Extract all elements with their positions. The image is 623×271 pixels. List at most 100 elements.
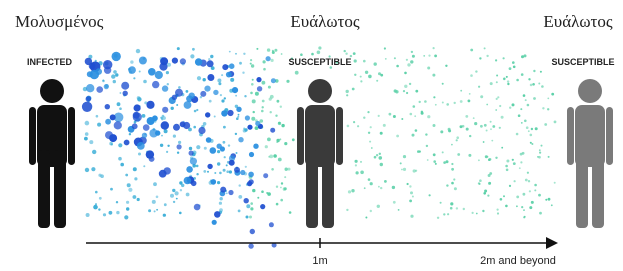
droplet [97,123,101,127]
droplet [269,98,272,101]
droplet [102,80,105,83]
droplet [503,195,505,197]
droplet [278,158,282,162]
droplet [533,97,536,100]
droplet [217,79,221,83]
droplet [236,107,241,112]
droplet [203,170,206,173]
droplet [425,133,427,135]
droplet [261,110,264,113]
droplet [153,182,157,186]
droplet [152,200,156,204]
droplet [318,46,321,49]
droplet [253,111,255,113]
droplet [206,137,212,143]
droplet [353,121,355,123]
droplet [468,154,471,157]
droplet [501,147,503,149]
droplet [239,184,241,186]
droplet [433,160,436,163]
droplet [478,159,480,161]
droplet [545,199,547,201]
droplet [224,156,226,158]
droplet [176,104,178,106]
droplet [470,74,473,77]
droplet [357,125,359,127]
droplet [529,190,531,192]
droplet [353,52,356,55]
droplet [448,129,451,132]
droplet [279,138,281,140]
droplet [434,55,437,58]
droplet [236,117,239,120]
droplet [177,144,182,149]
droplet [86,84,94,92]
droplet [116,211,119,214]
droplet [207,164,212,169]
droplet [495,157,497,159]
droplet [541,145,543,147]
droplet [473,117,475,119]
droplet [531,201,534,204]
droplet [513,66,516,69]
droplet [179,181,182,184]
droplet [152,81,159,88]
droplet [445,65,447,67]
droplet [433,96,435,98]
droplet [164,129,168,133]
droplet [528,78,530,80]
droplet [317,51,321,55]
droplet [526,126,529,129]
droplet [484,124,487,127]
droplet [98,174,101,177]
droplet [480,95,483,98]
droplet [214,116,216,118]
droplet [360,76,362,78]
droplet [180,189,182,191]
droplet [85,58,92,65]
droplet [451,144,453,146]
droplet [270,128,275,133]
droplet [370,182,373,185]
droplet [280,199,283,202]
droplet [415,90,418,93]
droplet [538,156,541,159]
droplet [230,78,234,82]
droplet [551,204,553,206]
droplet [85,132,89,136]
droplet [179,212,182,215]
droplet [250,202,253,205]
droplet [176,198,178,200]
droplet [220,146,225,151]
droplet [161,118,163,120]
droplet [226,164,228,166]
droplet [178,141,181,144]
droplet [503,57,505,59]
droplet [506,76,508,78]
english-label: INFECTED [27,57,73,67]
droplet [384,47,386,49]
droplet [368,75,372,79]
english-label: SUSCEPTIBLE [551,57,614,67]
droplet [186,193,190,197]
droplet [242,72,244,74]
droplet [244,198,249,203]
droplet [192,48,195,51]
droplet [166,71,169,74]
droplet [525,99,527,101]
droplet [269,155,273,159]
droplet [478,182,480,184]
droplet [281,182,283,184]
droplet [224,97,226,99]
droplet [255,127,257,129]
droplet [154,210,156,212]
droplet [147,117,155,125]
droplet [433,124,436,127]
droplet [403,90,405,92]
droplet [520,161,522,163]
droplet [234,167,240,173]
droplet [177,47,180,50]
droplet [124,140,130,146]
droplet [105,119,111,125]
droplet [516,133,519,136]
